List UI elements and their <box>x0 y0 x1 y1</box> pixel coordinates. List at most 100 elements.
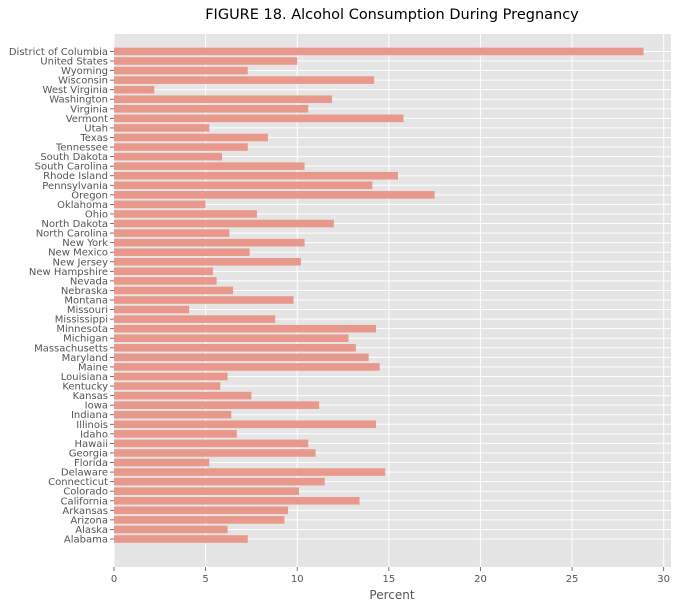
y-tick-label: Maryland <box>62 353 108 364</box>
y-tick-label: Kansas <box>73 391 108 402</box>
bar <box>114 401 320 409</box>
y-tick-label: Kentucky <box>62 382 108 393</box>
bar <box>114 468 386 476</box>
y-tick-label: Nevada <box>70 276 108 287</box>
y-tick-label: North Carolina <box>36 229 108 240</box>
bar <box>114 219 334 228</box>
y-tick-label: Pennsylvania <box>42 181 108 192</box>
bar <box>114 286 234 295</box>
bar <box>114 458 210 467</box>
y-tick-label: Wisconsin <box>58 76 108 87</box>
bar <box>114 277 217 285</box>
x-tick-label: 15 <box>382 574 395 585</box>
bar <box>114 229 230 237</box>
y-tick-label: West Virginia <box>43 85 108 96</box>
bar <box>114 420 377 429</box>
bar <box>114 133 268 142</box>
y-tick-label: Illinois <box>76 420 108 431</box>
bar <box>114 410 232 419</box>
y-tick-label: Montana <box>64 296 108 307</box>
bar <box>114 114 404 123</box>
bar-layer <box>114 47 644 543</box>
y-tick-label: Michigan <box>63 334 108 345</box>
y-tick-label: South Carolina <box>35 162 108 173</box>
x-tick-label: 5 <box>202 574 208 585</box>
x-tick-label: 25 <box>566 574 579 585</box>
y-tick-label: Minnesota <box>56 324 108 335</box>
bar <box>114 191 435 199</box>
bar <box>114 76 375 84</box>
y-tick-label: Vermont <box>66 114 108 125</box>
bar <box>114 372 228 381</box>
y-tick-label: Washington <box>49 95 108 106</box>
y-tick-label: Hawaii <box>74 439 108 450</box>
y-tick-label: Indiana <box>71 410 108 421</box>
bar <box>114 143 248 151</box>
bar <box>114 535 248 543</box>
bar <box>114 257 301 266</box>
bar <box>114 439 309 448</box>
bar <box>114 181 373 190</box>
bar <box>114 334 349 343</box>
x-tick-label: 20 <box>474 574 487 585</box>
y-tick-label: Wyoming <box>61 66 108 77</box>
y-tick-label: Iowa <box>85 401 108 412</box>
y-tick-label: Maine <box>78 362 108 373</box>
y-tick-label: Missouri <box>67 305 108 316</box>
y-tick-label: District of Columbia <box>9 47 108 58</box>
bar <box>114 296 294 304</box>
bar <box>114 124 210 132</box>
x-tick-label: 30 <box>657 574 670 585</box>
y-tick-label: Rhode Island <box>43 171 108 182</box>
y-tick-label: United States <box>40 57 108 68</box>
bar <box>114 57 298 65</box>
bar <box>114 382 221 390</box>
bar <box>114 324 377 333</box>
bar <box>114 315 276 323</box>
x-tick-labels: 0 5 10 15 20 25 30 <box>111 574 670 585</box>
y-tick-label: Massachusetts <box>34 343 108 354</box>
y-tick-label: New Jersey <box>53 257 109 268</box>
y-tick-label: Nebraska <box>61 286 108 297</box>
bar <box>114 506 289 515</box>
bar <box>114 496 360 505</box>
bar <box>114 105 309 113</box>
y-tick-label: Arkansas <box>62 506 108 517</box>
bar <box>114 525 228 534</box>
y-tick-label: New Hampshire <box>29 267 108 278</box>
bar <box>114 305 190 314</box>
y-tick-label: Oklahoma <box>57 200 108 211</box>
y-tick-label: Texas <box>79 133 108 144</box>
y-tick-label: Tennessee <box>55 143 108 154</box>
y-tick-label: Alabama <box>64 535 108 546</box>
bar <box>114 171 398 180</box>
bar <box>114 162 305 170</box>
y-tick-label: Delaware <box>61 468 108 479</box>
x-tick-label: 0 <box>111 574 117 585</box>
bar <box>114 487 300 495</box>
y-tick-label: California <box>61 496 109 507</box>
bar <box>114 477 325 486</box>
bar <box>114 210 257 218</box>
y-tick-label: Alaska <box>75 525 108 536</box>
y-tick-label: Virginia <box>70 104 108 115</box>
y-tick-label: Connecticut <box>48 477 108 488</box>
y-tick-label: Mississippi <box>55 315 108 326</box>
bar <box>114 430 237 438</box>
y-tick-label: Florida <box>74 458 108 469</box>
x-axis-label: Percent <box>369 588 414 602</box>
y-tick-label: Idaho <box>80 429 108 440</box>
bar <box>114 47 644 56</box>
y-tick-label: Colorado <box>63 487 108 498</box>
bar <box>114 152 223 161</box>
y-tick-label: Utah <box>84 123 108 134</box>
y-tick-labels: AlabamaAlaskaArizonaArkansasCaliforniaCo… <box>9 47 108 546</box>
bar <box>114 363 380 371</box>
y-tick-label: South Dakota <box>40 152 108 163</box>
bar <box>114 449 316 457</box>
bar <box>114 248 250 256</box>
x-tick-label: 10 <box>291 574 304 585</box>
y-tick-label: North Dakota <box>41 219 108 230</box>
